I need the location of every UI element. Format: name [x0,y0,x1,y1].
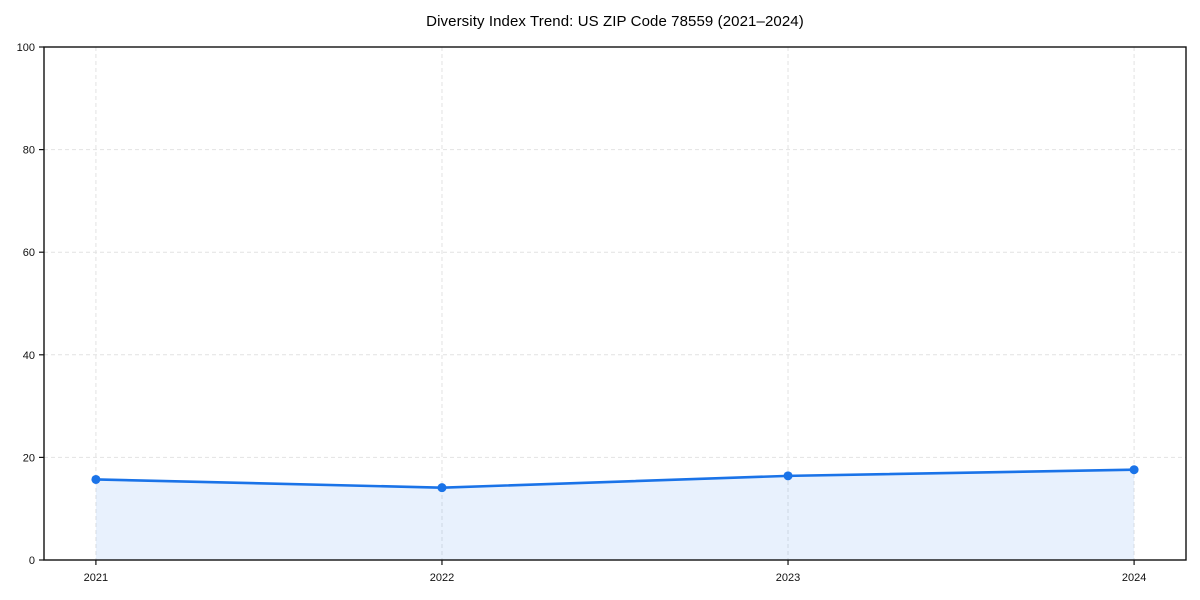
y-tick-label: 100 [17,42,35,54]
trend-line [94,468,1136,489]
data-point-2024 [1129,465,1139,475]
data-point-2021 [91,474,101,484]
y-tick-label: 80 [23,145,35,157]
y-tick-label: 20 [23,452,35,464]
y-tick-label: 60 [23,247,35,259]
x-tick-label: 2023 [776,572,800,584]
data-point-2023 [783,471,793,481]
area-fill [95,469,1135,560]
x-tick-label: 2022 [430,572,454,584]
y-tick-label: 40 [23,350,35,362]
plot-spines [43,46,1187,561]
x-tick-label: 2024 [1122,572,1146,584]
y-tick-label: 0 [29,555,35,567]
x-tick-label: 2021 [84,572,108,584]
data-point-2022 [437,483,447,493]
chart-title: Diversity Index Trend: US ZIP Code 78559… [426,13,804,30]
